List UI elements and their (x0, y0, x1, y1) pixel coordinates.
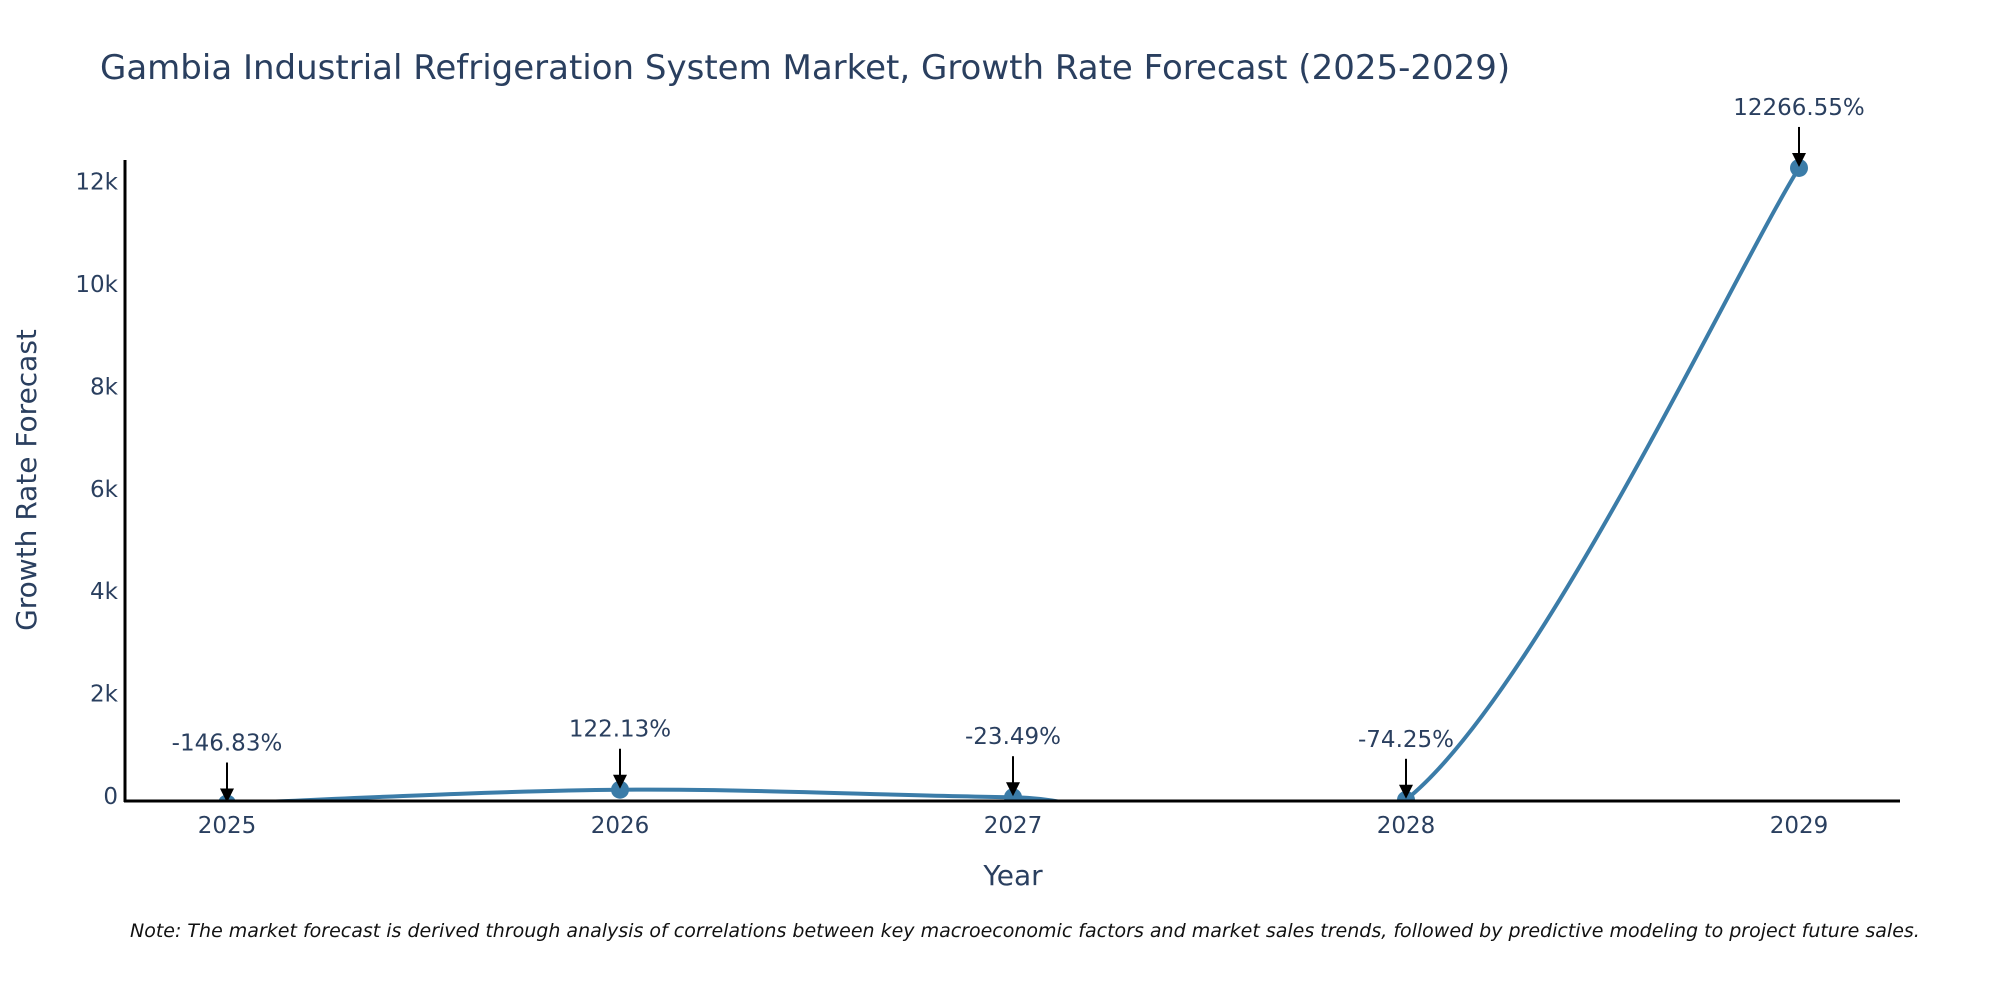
x-tick-label: 2025 (198, 813, 257, 839)
y-tick-label: 4k (90, 579, 119, 605)
x-axis-title: Year (982, 859, 1043, 892)
data-point (611, 780, 629, 799)
annotation-arrowhead (1792, 152, 1806, 167)
x-tick-label: 2029 (1770, 813, 1829, 839)
data-label: -146.83% (172, 731, 283, 757)
x-tick-label: 2027 (984, 813, 1043, 839)
footnote: Note: The market forecast is derived thr… (130, 920, 1920, 942)
data-label: -23.49% (965, 724, 1061, 750)
y-axis-title: Growth Rate Forecast (10, 329, 43, 631)
plot-area: 0 2k 4k 6k 8k 10k 12k 2025 2026 2027 2028 2029 -146.… (75, 95, 1900, 839)
y-tick-label: 8k (90, 374, 119, 400)
data-label: -74.25% (1358, 727, 1454, 753)
y-tick-label: 2k (90, 682, 119, 708)
x-tick-label: 2028 (1377, 813, 1436, 839)
annotation-arrowhead (1399, 784, 1413, 799)
annotation-arrowhead (613, 774, 627, 789)
data-point (1790, 158, 1808, 177)
y-tick-label: 6k (90, 477, 119, 503)
chart-title: Gambia Industrial Refrigeration System M… (100, 48, 1510, 88)
annotation-arrowhead (220, 788, 234, 803)
x-tick-label: 2026 (591, 813, 650, 839)
data-label: 12266.55% (1733, 95, 1865, 121)
y-tick-label: 0 (103, 784, 118, 810)
y-tick-label: 10k (75, 272, 118, 298)
annotation-arrowhead (1006, 782, 1020, 797)
y-tick-label: 12k (75, 170, 118, 196)
data-label: 122.13% (569, 717, 671, 743)
series-line-group (218, 158, 1808, 801)
series-line (240, 165, 1801, 801)
